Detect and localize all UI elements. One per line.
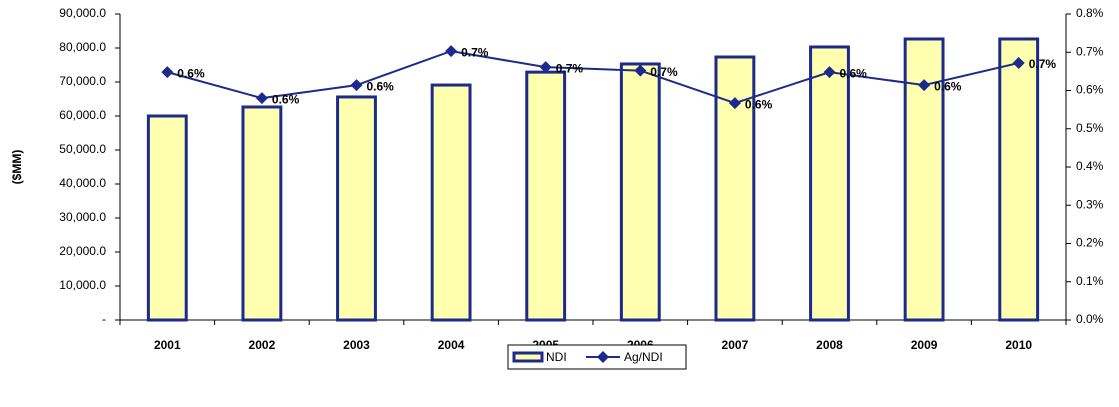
y-tick-label: 30,000.0 xyxy=(59,210,106,224)
y-axis-label: ($MM) xyxy=(10,150,24,185)
x-tick-label: 2010 xyxy=(1005,338,1032,352)
y2-tick-label: 0.6% xyxy=(1076,83,1104,97)
x-tick-label: 2007 xyxy=(722,338,749,352)
y-tick-label: 10,000.0 xyxy=(59,278,106,292)
data-label: 0.6% xyxy=(745,97,773,111)
data-label: 0.6% xyxy=(367,79,395,93)
y-tick-label: 20,000.0 xyxy=(59,244,106,258)
y-tick-label: 40,000.0 xyxy=(59,176,106,190)
point xyxy=(350,79,363,92)
data-label: 0.6% xyxy=(177,66,205,80)
bar xyxy=(146,114,188,322)
x-tick-label: 2002 xyxy=(249,338,276,352)
point xyxy=(728,97,741,110)
y2-tick-label: 0.4% xyxy=(1076,159,1104,173)
y-tick-label: 90,000.0 xyxy=(59,6,106,20)
point xyxy=(823,66,836,79)
x-tick-label: 2008 xyxy=(816,338,843,352)
y2-tick-label: 0.0% xyxy=(1076,312,1104,326)
bar xyxy=(525,70,567,322)
y-tick-label: - xyxy=(102,312,106,326)
y-tick-label: 50,000.0 xyxy=(59,142,106,156)
y2-tick-label: 0.8% xyxy=(1076,6,1104,20)
legend-marker xyxy=(597,351,609,363)
point xyxy=(918,79,931,92)
x-tick-label: 2009 xyxy=(911,338,938,352)
bar xyxy=(241,105,283,322)
y2-tick-label: 0.3% xyxy=(1076,197,1104,211)
line xyxy=(167,50,1019,105)
bar xyxy=(619,62,661,322)
y-tick-label: 60,000.0 xyxy=(59,108,106,122)
y2-tick-label: 0.7% xyxy=(1076,44,1104,58)
bar xyxy=(809,45,850,322)
y-tick-label: 70,000.0 xyxy=(59,74,106,88)
data-label: 0.6% xyxy=(840,66,868,80)
x-tick-label: 2001 xyxy=(154,338,181,352)
point xyxy=(1012,56,1025,69)
data-label: 0.7% xyxy=(461,45,489,59)
point xyxy=(539,61,552,74)
x-tick-label: 2003 xyxy=(343,338,370,352)
point xyxy=(634,64,647,77)
y2-tick-label: 0.1% xyxy=(1076,274,1104,288)
data-label: 0.7% xyxy=(556,61,584,75)
data-label: 0.7% xyxy=(1029,57,1057,71)
y2-tick-label: 0.5% xyxy=(1076,121,1104,135)
data-label: 0.6% xyxy=(934,79,962,93)
y2-tick-label: 0.2% xyxy=(1076,236,1104,250)
bar xyxy=(336,95,377,322)
bar xyxy=(998,37,1040,322)
point xyxy=(161,66,174,79)
data-label: 0.6% xyxy=(272,92,300,106)
point xyxy=(255,92,268,105)
legend-swatch xyxy=(512,351,544,363)
y-tick-label: 80,000.0 xyxy=(59,40,106,54)
bar xyxy=(430,83,472,322)
legend-label: NDI xyxy=(546,350,567,364)
x-tick-label: 2004 xyxy=(438,338,465,352)
data-label: 0.7% xyxy=(650,65,678,79)
legend-label: Ag/NDI xyxy=(624,350,663,364)
point xyxy=(445,45,458,58)
